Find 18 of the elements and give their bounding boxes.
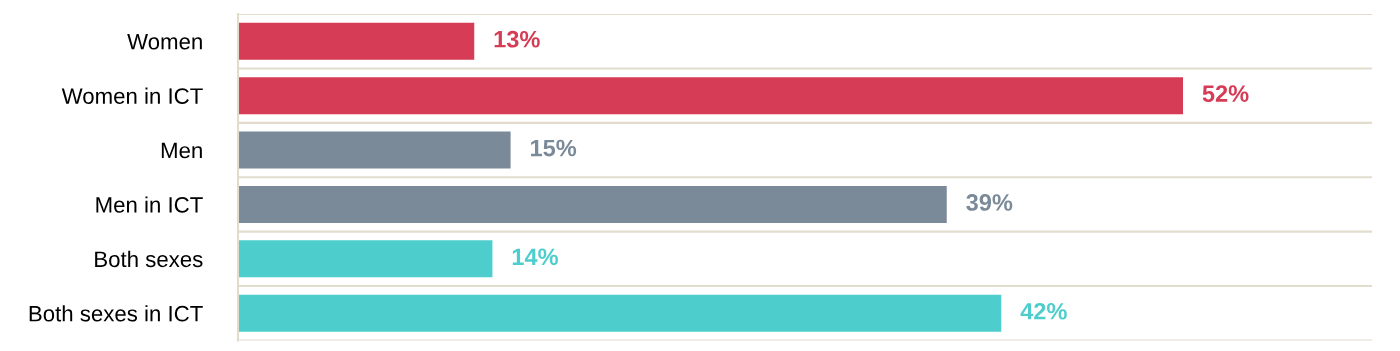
data-label: 15% (530, 139, 577, 157)
y-tick-label: Both sexes (95, 250, 203, 268)
y-tick-label: Women in ICT (61, 87, 203, 104)
y-tick-label: Both sexes in ICT (29, 305, 203, 322)
data-label: 42% (1020, 302, 1067, 320)
bar (238, 77, 1183, 115)
bar (238, 22, 475, 60)
bar (238, 294, 1002, 332)
bar (238, 240, 493, 278)
y-tick-label: Men in ICT (96, 196, 203, 213)
data-label: 52% (1202, 85, 1249, 102)
y-tick-label: Women (127, 34, 202, 50)
data-label: 39% (966, 194, 1013, 211)
bar (238, 131, 511, 169)
bar (238, 185, 947, 223)
data-label: 13% (494, 30, 540, 48)
y-tick-label: Men (161, 142, 202, 159)
data-label: 14% (512, 248, 558, 266)
